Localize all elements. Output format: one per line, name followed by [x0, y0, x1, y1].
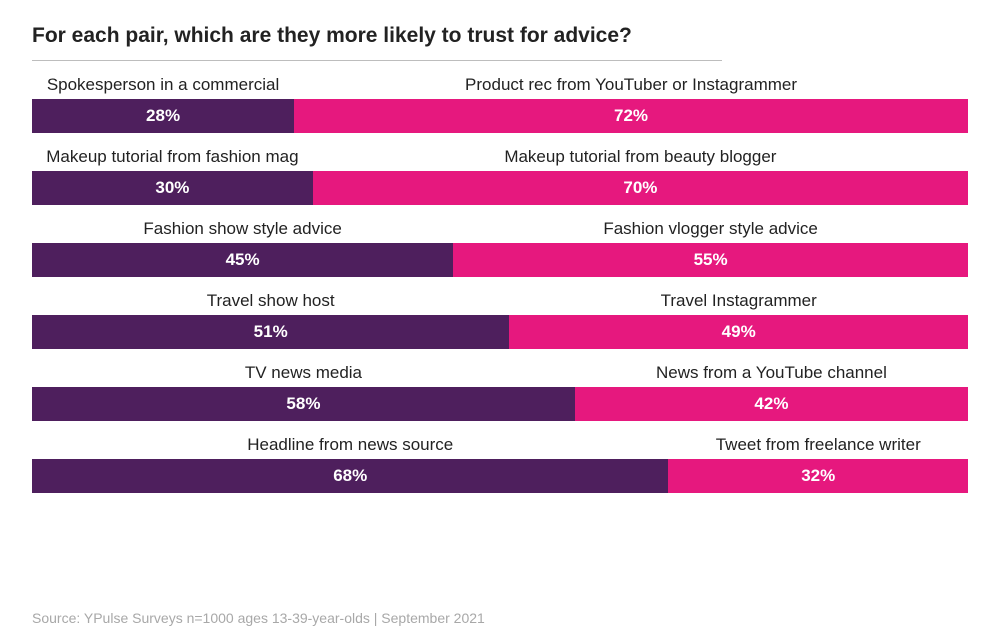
right-segment-value: 49: [722, 322, 741, 342]
right-option-label: Travel Instagrammer: [509, 291, 968, 311]
right-segment-value: 32: [801, 466, 820, 486]
right-segment: 42%: [575, 387, 968, 421]
percent-sign: %: [165, 106, 180, 126]
percent-sign: %: [633, 106, 648, 126]
left-segment-value: 68: [333, 466, 352, 486]
left-segment-value: 58: [286, 394, 305, 414]
percent-sign: %: [741, 322, 756, 342]
stacked-bar: 68%32%: [32, 459, 968, 493]
row-labels: Travel show hostTravel Instagrammer: [32, 291, 968, 311]
row-labels: Headline from news sourceTweet from free…: [32, 435, 968, 455]
chart-row: Makeup tutorial from fashion magMakeup t…: [32, 147, 968, 205]
right-option-label: Makeup tutorial from beauty blogger: [313, 147, 968, 167]
chart-row: TV news mediaNews from a YouTube channel…: [32, 363, 968, 421]
left-option-label: Travel show host: [32, 291, 509, 311]
percent-sign: %: [273, 322, 288, 342]
left-segment: 45%: [32, 243, 453, 277]
stacked-bar: 51%49%: [32, 315, 968, 349]
percent-sign: %: [712, 250, 727, 270]
left-segment: 28%: [32, 99, 294, 133]
right-segment-value: 72: [614, 106, 633, 126]
right-segment-value: 55: [694, 250, 713, 270]
chart-title: For each pair, which are they more likel…: [32, 24, 722, 61]
left-option-label: Headline from news source: [32, 435, 668, 455]
row-labels: Makeup tutorial from fashion magMakeup t…: [32, 147, 968, 167]
left-option-label: Fashion show style advice: [32, 219, 453, 239]
left-segment: 58%: [32, 387, 575, 421]
right-segment: 32%: [668, 459, 968, 493]
row-labels: Spokesperson in a commercialProduct rec …: [32, 75, 968, 95]
trust-advice-chart: For each pair, which are they more likel…: [0, 0, 1000, 642]
chart-row: Fashion show style adviceFashion vlogger…: [32, 219, 968, 277]
left-segment: 30%: [32, 171, 313, 205]
stacked-bar: 30%70%: [32, 171, 968, 205]
left-option-label: Makeup tutorial from fashion mag: [32, 147, 313, 167]
percent-sign: %: [174, 178, 189, 198]
right-segment-value: 70: [623, 178, 642, 198]
right-option-label: Tweet from freelance writer: [668, 435, 968, 455]
row-labels: Fashion show style adviceFashion vlogger…: [32, 219, 968, 239]
chart-source-note: Source: YPulse Surveys n=1000 ages 13-39…: [32, 610, 485, 626]
right-segment: 55%: [453, 243, 968, 277]
percent-sign: %: [244, 250, 259, 270]
left-option-label: Spokesperson in a commercial: [32, 75, 294, 95]
row-labels: TV news mediaNews from a YouTube channel: [32, 363, 968, 383]
percent-sign: %: [305, 394, 320, 414]
stacked-bar: 58%42%: [32, 387, 968, 421]
stacked-bar: 28%72%: [32, 99, 968, 133]
left-segment: 51%: [32, 315, 509, 349]
stacked-bar: 45%55%: [32, 243, 968, 277]
left-segment-value: 51: [254, 322, 273, 342]
chart-row: Spokesperson in a commercialProduct rec …: [32, 75, 968, 133]
right-segment: 49%: [509, 315, 968, 349]
percent-sign: %: [820, 466, 835, 486]
left-segment-value: 45: [226, 250, 245, 270]
right-segment: 70%: [313, 171, 968, 205]
right-option-label: Fashion vlogger style advice: [453, 219, 968, 239]
percent-sign: %: [773, 394, 788, 414]
right-segment-value: 42: [754, 394, 773, 414]
percent-sign: %: [352, 466, 367, 486]
chart-rows: Spokesperson in a commercialProduct rec …: [32, 75, 968, 493]
right-option-label: News from a YouTube channel: [575, 363, 968, 383]
right-segment: 72%: [294, 99, 968, 133]
left-segment: 68%: [32, 459, 668, 493]
chart-row: Headline from news sourceTweet from free…: [32, 435, 968, 493]
left-option-label: TV news media: [32, 363, 575, 383]
left-segment-value: 30: [155, 178, 174, 198]
chart-row: Travel show hostTravel Instagrammer51%49…: [32, 291, 968, 349]
right-option-label: Product rec from YouTuber or Instagramme…: [294, 75, 968, 95]
left-segment-value: 28: [146, 106, 165, 126]
percent-sign: %: [642, 178, 657, 198]
